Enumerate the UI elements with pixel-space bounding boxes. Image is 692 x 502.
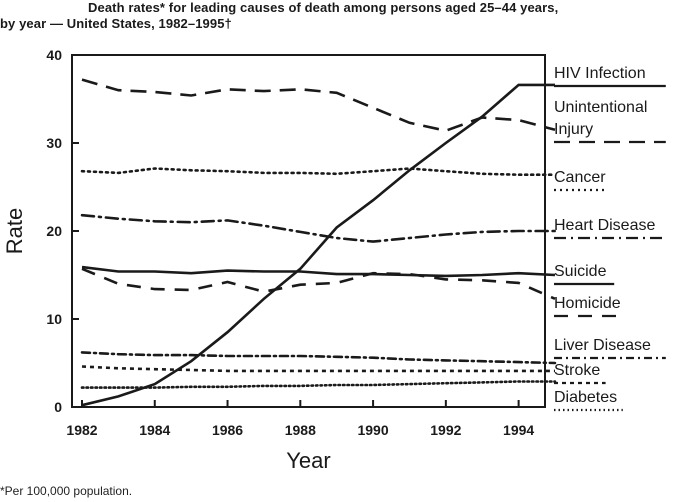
legend-label: Heart Disease bbox=[554, 217, 655, 234]
legend-item-cancer: Cancer bbox=[554, 169, 606, 192]
x-tick-label: 1994 bbox=[503, 422, 534, 438]
legend-label: Injury bbox=[554, 121, 593, 138]
chart-axes: 0 10 20 30 40 1982 1984 1986 1988 1990 1992 1994 Yea… bbox=[2, 47, 546, 473]
legend-item-heart-disease: Heart Disease bbox=[554, 217, 666, 240]
legend-item-liver-disease: Liver Disease bbox=[554, 337, 666, 360]
series-line-liver-disease bbox=[80, 351, 557, 365]
legend-label: Unintentional bbox=[554, 99, 647, 116]
series-line-diabetes bbox=[80, 380, 557, 389]
y-axis-title: Rate bbox=[2, 208, 27, 254]
x-tick-label: 1984 bbox=[139, 422, 170, 438]
x-tick-label: 1992 bbox=[430, 422, 461, 438]
y-tick-label: 0 bbox=[54, 399, 62, 415]
x-tick-label: 1990 bbox=[357, 422, 388, 438]
y-tick-label: 30 bbox=[46, 135, 62, 151]
legend-item-stroke: Stroke bbox=[554, 362, 606, 385]
legend-item-hiv-infection: HIV Infection bbox=[554, 65, 666, 88]
legend-label: Cancer bbox=[554, 169, 606, 186]
legend-item-homicide: Homicide bbox=[554, 295, 623, 318]
legend-label: Homicide bbox=[554, 295, 621, 312]
legend-label: HIV Infection bbox=[554, 65, 646, 82]
series-line-unintentional-injury bbox=[81, 78, 556, 133]
series-line-stroke bbox=[81, 365, 555, 373]
chart-title-line1: Death rates* for leading causes of death… bbox=[88, 0, 559, 15]
y-tick-label: 20 bbox=[46, 223, 62, 239]
series-line-heart-disease bbox=[80, 213, 557, 243]
legend-item-diabetes: Diabetes bbox=[554, 389, 623, 412]
series-line-homicide bbox=[81, 267, 556, 300]
x-tick-label: 1986 bbox=[212, 422, 243, 438]
legend-label: Diabetes bbox=[554, 389, 617, 406]
x-axis-title: Year bbox=[286, 448, 330, 473]
chart-title-line2: by year — United States, 1982–1995† bbox=[0, 16, 232, 31]
chart-series bbox=[80, 78, 557, 407]
y-tick-label: 40 bbox=[46, 47, 62, 63]
y-tick-label: 10 bbox=[46, 311, 62, 327]
legend-label: Suicide bbox=[554, 263, 607, 280]
x-tick-label: 1982 bbox=[66, 422, 97, 438]
footnote: *Per 100,000 population. bbox=[0, 484, 133, 498]
legend-item-suicide: Suicide bbox=[554, 263, 615, 286]
series-line-cancer bbox=[80, 167, 557, 176]
chart-title: Death rates* for leading causes of death… bbox=[0, 0, 692, 32]
legend-label: Stroke bbox=[554, 362, 600, 379]
x-tick-label: 1988 bbox=[285, 422, 316, 438]
series-line-suicide bbox=[81, 265, 556, 278]
chart-legend: HIV Infection Unintentional Injury Cancer He… bbox=[554, 65, 666, 412]
legend-label: Liver Disease bbox=[554, 337, 651, 354]
legend-item-unintentional-injury: Unintentional Injury bbox=[554, 99, 666, 144]
